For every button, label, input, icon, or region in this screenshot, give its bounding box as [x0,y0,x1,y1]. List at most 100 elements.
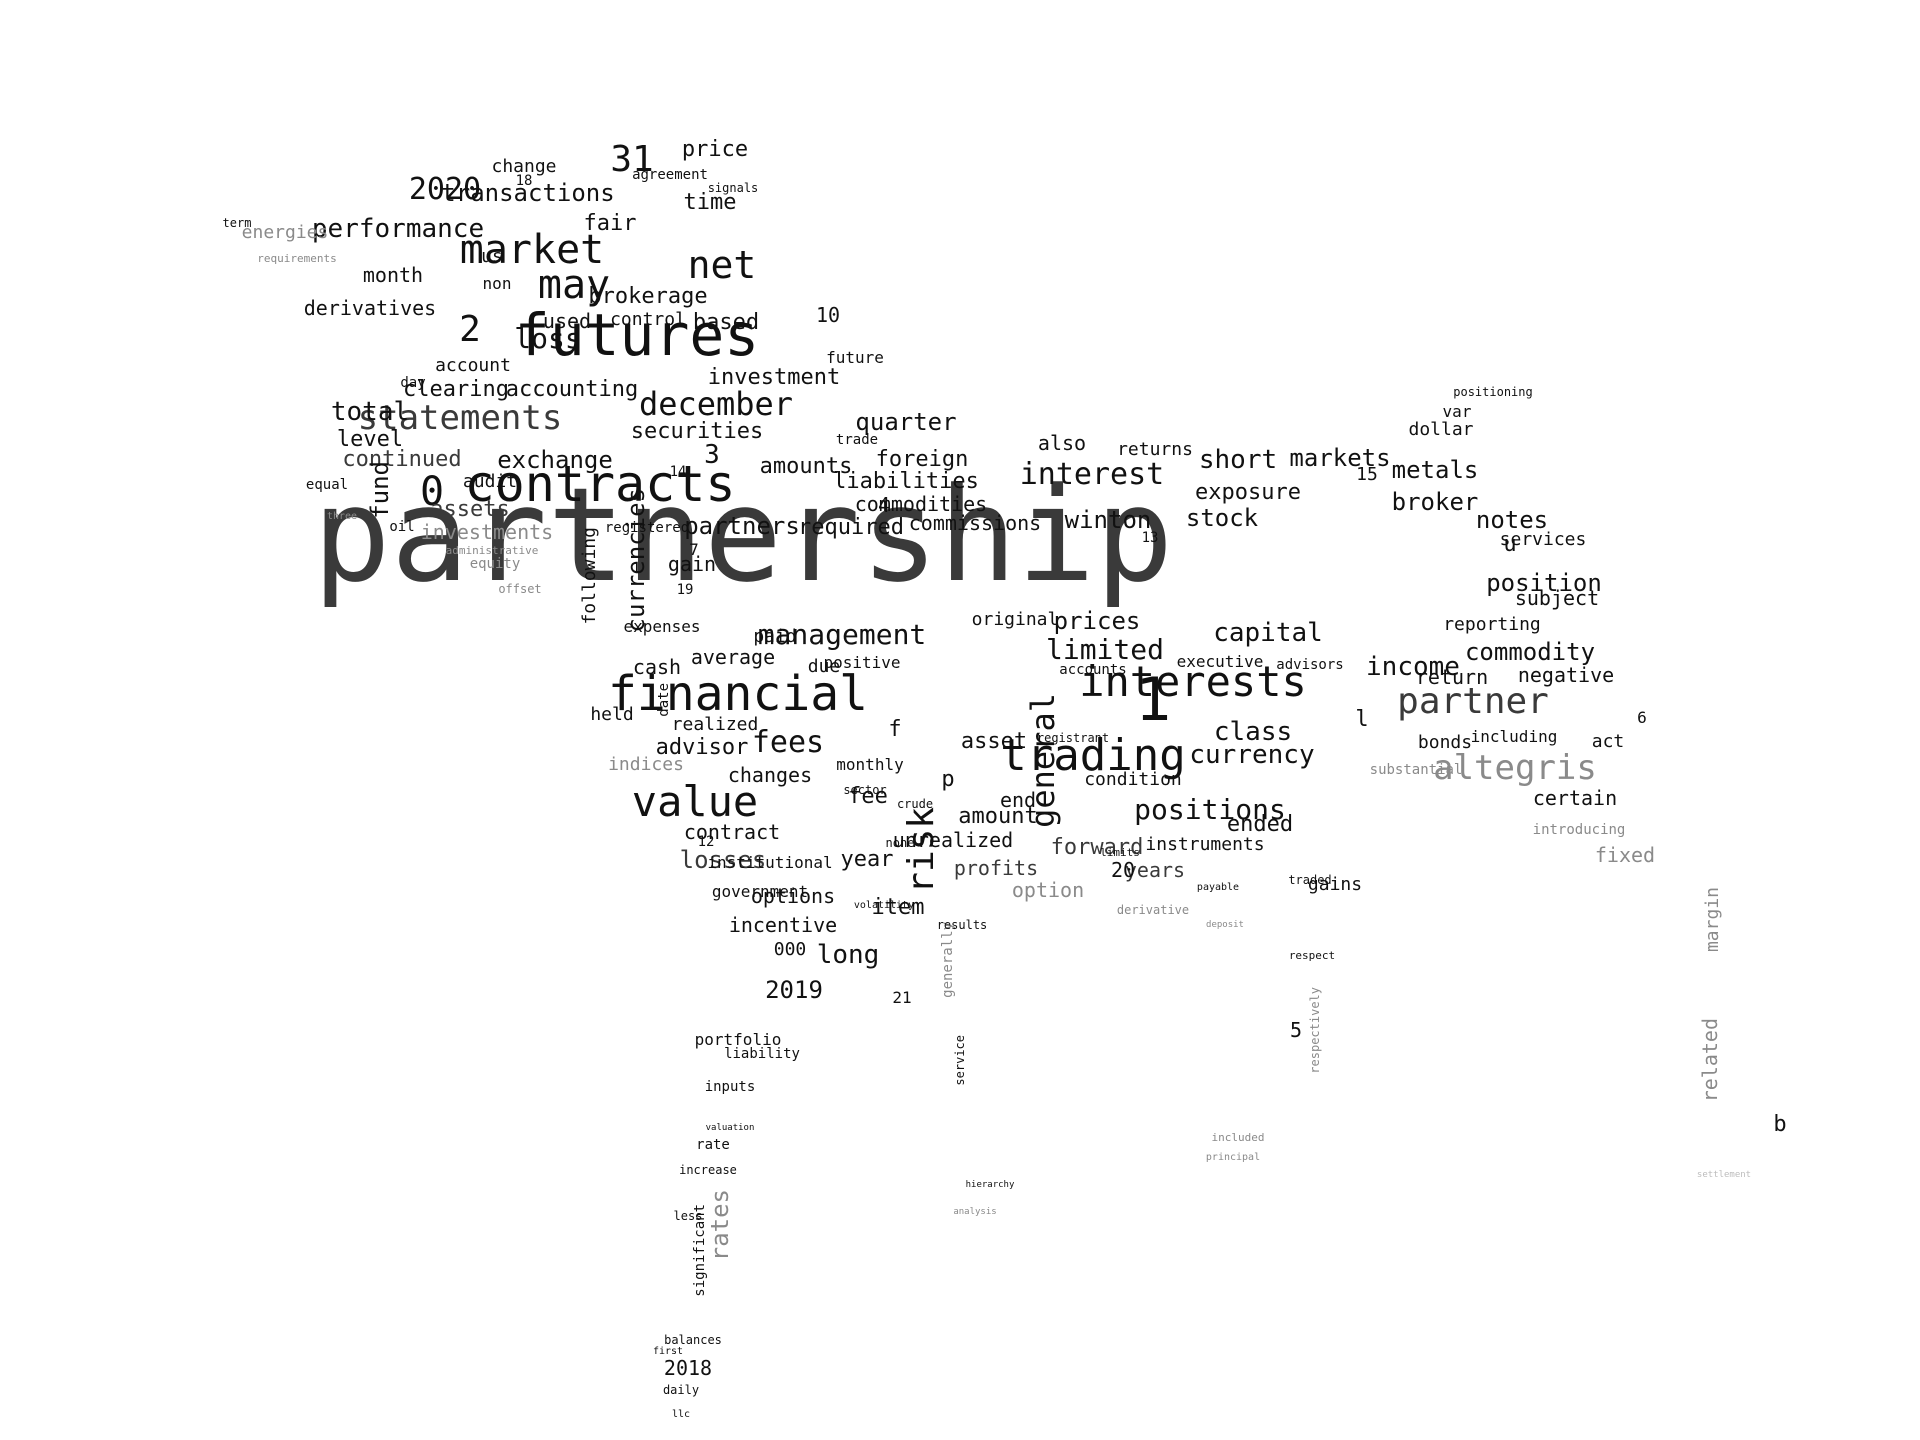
cloud-word: certain [1532,786,1618,810]
cloud-word: commissions [908,511,1042,535]
cloud-word: 15 [1356,464,1378,485]
cloud-word: winton [1064,506,1152,534]
cloud-word: 5 [1289,1018,1303,1042]
cloud-word: none [885,836,915,850]
cloud-word: condition [1084,769,1182,790]
cloud-word: changes [727,763,813,787]
cloud-word: institutional [707,853,833,872]
cloud-word: date [656,683,672,717]
cloud-word: years [1124,858,1186,882]
cloud-word: transactions [441,179,615,207]
cloud-word: respectively [1308,986,1322,1074]
cloud-word: oil [389,519,415,535]
cloud-word: interests [1079,657,1307,706]
cloud-word: cash [632,655,682,679]
cloud-word: 2018 [663,1356,713,1380]
cloud-word: advisors [1276,657,1344,673]
cloud-word: daily [662,1383,700,1397]
cloud-word: settlement [1696,1169,1752,1180]
cloud-word: audit [462,471,518,492]
cloud-word: derivatives [303,296,437,320]
cloud-word: 31 [610,139,654,180]
cloud-word: amounts [759,454,853,479]
cloud-word: f [888,717,902,742]
cloud-word: liabilities [833,469,979,494]
cloud-word: 20 [1110,858,1136,882]
cloud-word: securities [630,419,764,444]
cloud-word: 14 [669,464,687,480]
cloud-word: included [1211,1130,1265,1144]
cloud-word: exposure [1195,480,1301,505]
cloud-word: administrative [445,543,539,557]
cloud-word: time [683,190,737,215]
cloud-word: asset [960,729,1028,754]
cloud-word: services [1499,529,1587,550]
cloud-word: accounts [1059,662,1127,678]
cloud-word: short [1198,445,1278,475]
cloud-word: 21 [892,988,912,1007]
cloud-word: partner [1397,681,1549,722]
cloud-word: positioning [1453,385,1533,399]
cloud-word: markets [1289,444,1391,472]
cloud-word: principal [1205,1152,1261,1163]
cloud-word: contract [683,820,781,844]
cloud-word: due [807,656,841,677]
cloud-word: 1 [1134,665,1172,735]
cloud-word: negative [1517,663,1615,687]
cloud-word: average [690,645,776,669]
cloud-word: sector [843,783,887,797]
cloud-word: limited [1045,633,1164,666]
cloud-word: broker [1391,488,1479,516]
cloud-word: indices [608,754,684,775]
cloud-word: hierarchy [965,1179,1015,1190]
cloud-word: portfolio [694,1030,782,1049]
cloud-word: future [826,348,884,367]
cloud-word: market [459,227,605,273]
cloud-word: day [400,375,426,391]
cloud-word: government [711,882,809,901]
cloud-word: analysis [953,1206,997,1217]
cloud-word: requirements [257,251,337,265]
cloud-word: commodities [854,492,988,516]
cloud-word: based [692,310,760,335]
cloud-word: control [610,309,686,330]
cloud-word: us [481,246,503,267]
cloud-word: realized [671,714,759,735]
cloud-word: total [330,397,410,427]
cloud-word: traded [1288,873,1332,887]
cloud-word: act [1591,731,1625,752]
cloud-word: long [816,940,880,970]
cloud-word: option [1011,878,1085,902]
cloud-word: accounting [505,377,639,402]
cloud-word: inputs [704,1079,756,1095]
cloud-word: profits [953,856,1039,880]
cloud-word: partners [684,512,800,540]
cloud-word: notes [1475,506,1549,534]
cloud-word: volatility [853,900,915,911]
cloud-word: signals [707,181,759,195]
cloud-word: less [673,1209,703,1223]
cloud-word: b [1773,1112,1787,1137]
cloud-word: held [590,704,634,725]
cloud-word: level [336,427,404,452]
cloud-word: bonds [1417,732,1473,753]
cloud-word: 2020 [408,172,482,207]
cloud-word: forward [1050,835,1144,860]
cloud-word: u [1503,532,1517,557]
cloud-word: loss [514,322,582,355]
cloud-word: including [1470,727,1558,746]
cloud-word: 12 [697,834,715,850]
cloud-word: subject [1514,586,1600,610]
cloud-word: net [687,243,757,287]
cloud-word: generally [940,922,956,998]
cloud-word: continued [342,447,462,472]
cloud-word: may [537,262,611,308]
cloud-word: 2 [459,309,481,350]
cloud-word: executive [1176,652,1264,671]
cloud-word: respect [1288,948,1336,962]
cloud-word: unrealized [892,828,1014,852]
cloud-word: original [971,609,1059,630]
cloud-word: first [652,1346,684,1357]
cloud-word: metals [1391,456,1479,484]
cloud-word: instruments [1145,834,1265,855]
